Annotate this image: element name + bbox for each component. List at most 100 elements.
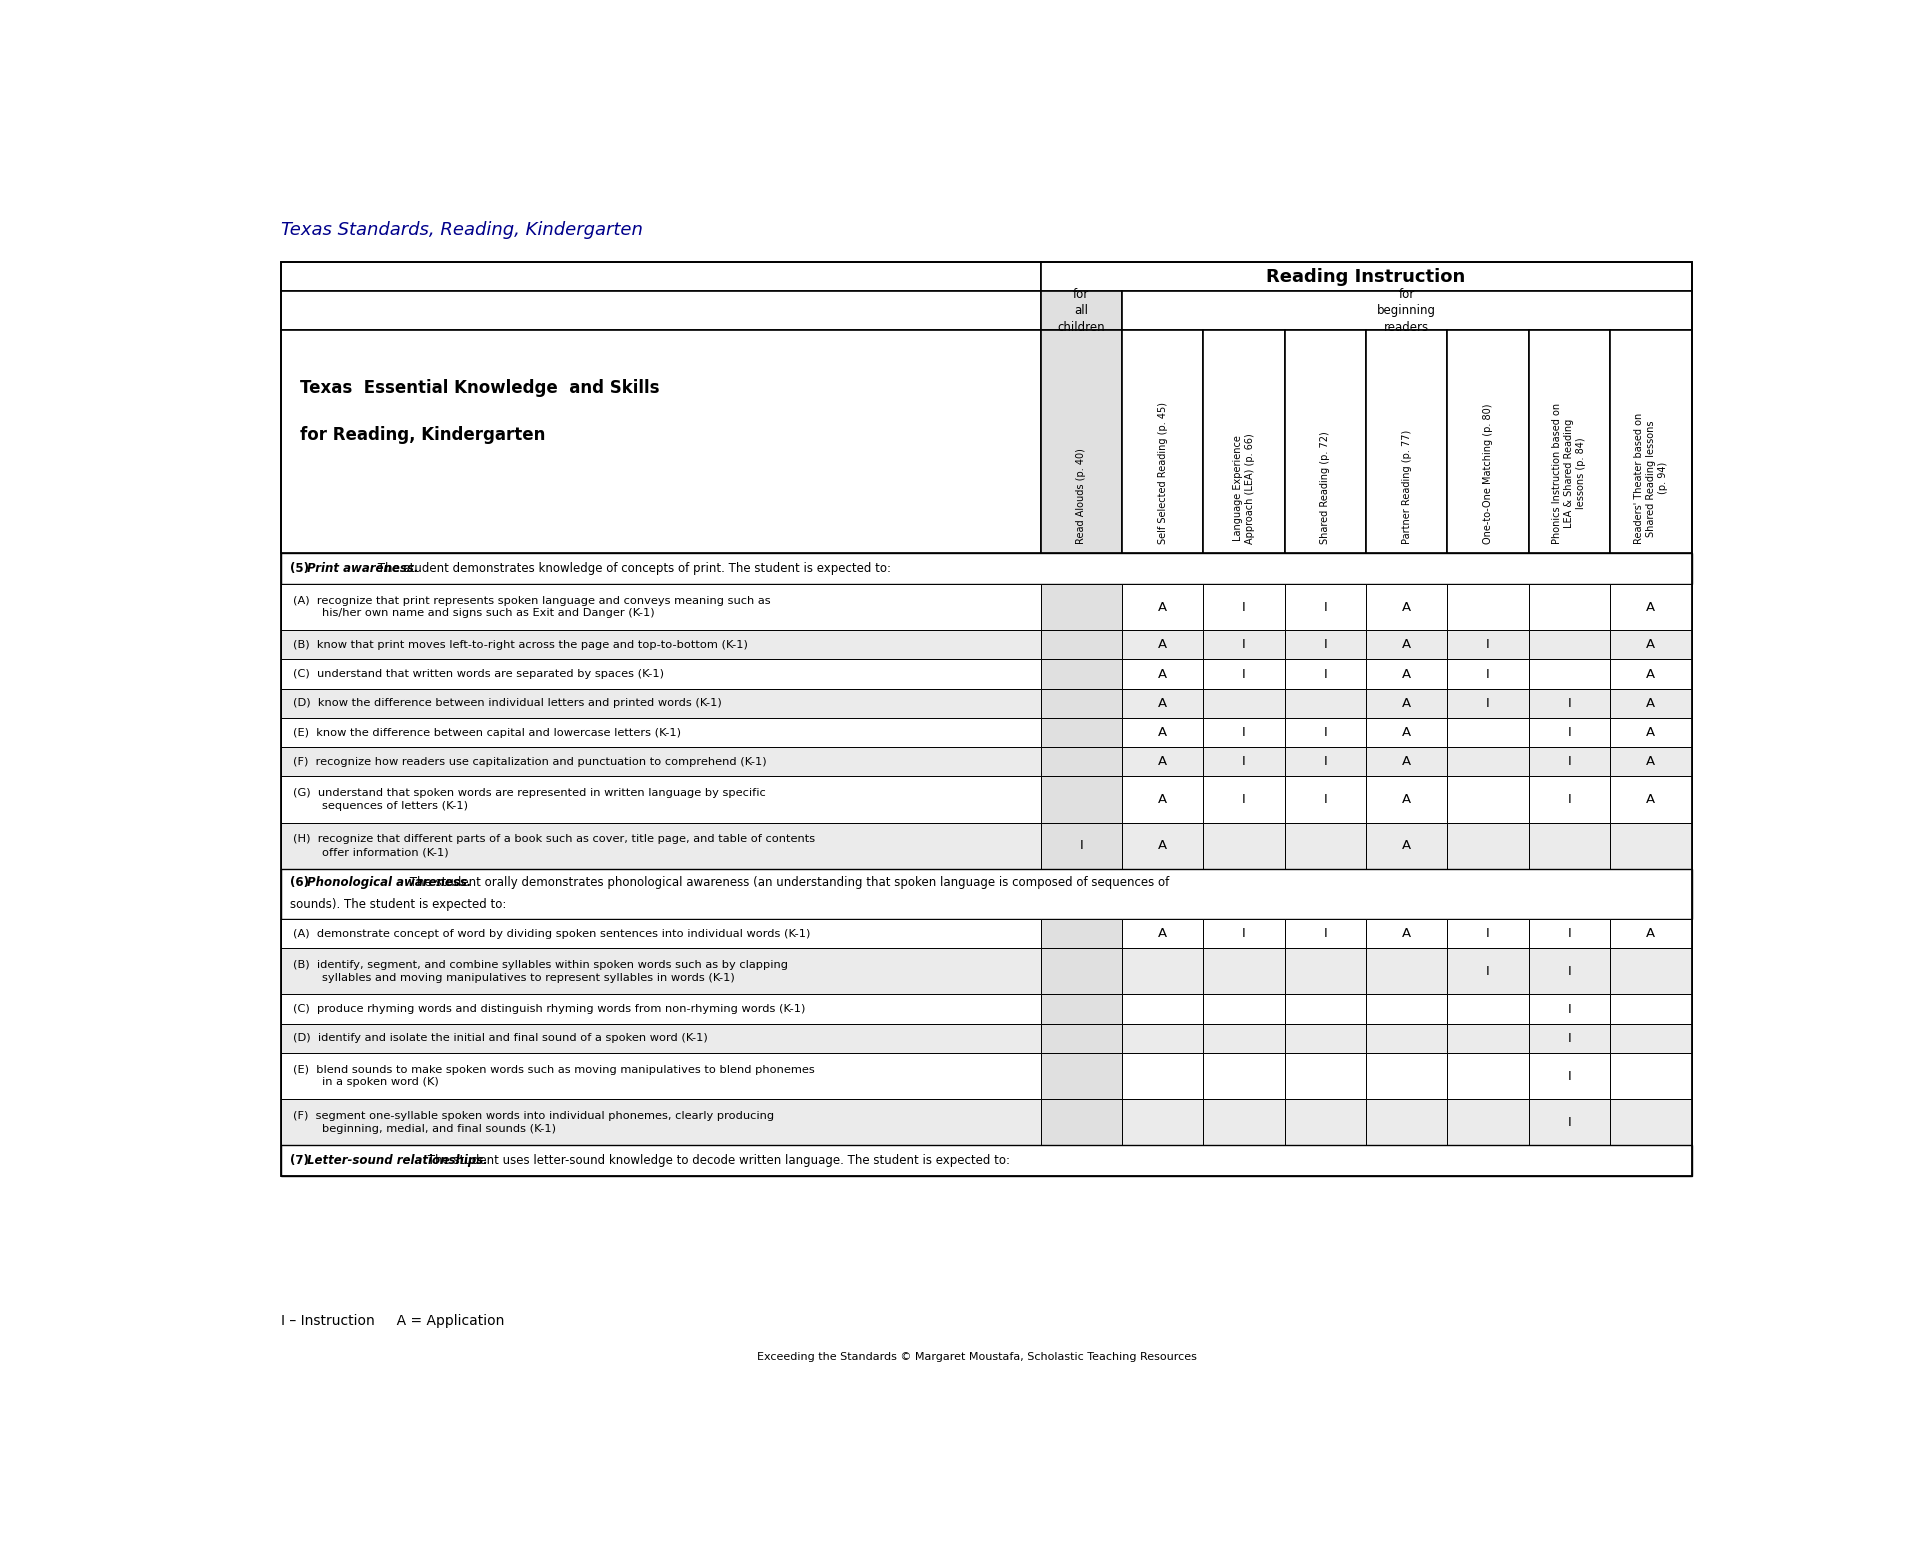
Bar <box>1365 1024 1447 1053</box>
Bar <box>1121 823 1203 869</box>
Bar <box>1447 823 1529 869</box>
Bar <box>1529 823 1610 869</box>
Text: I: I <box>1241 601 1245 613</box>
Bar <box>1041 660 1121 689</box>
Bar <box>1121 776 1203 823</box>
Text: A: A <box>1158 926 1167 940</box>
Bar <box>1529 1053 1610 1100</box>
Bar <box>1610 747 1692 776</box>
Text: A: A <box>1158 756 1167 768</box>
Bar <box>1041 994 1121 1024</box>
Text: (5): (5) <box>290 562 313 575</box>
Text: (C)  produce rhyming words and distinguish rhyming words from non-rhyming words : (C) produce rhyming words and distinguis… <box>292 1004 805 1015</box>
Text: A: A <box>1158 638 1167 651</box>
Text: A: A <box>1402 697 1411 709</box>
Bar <box>1285 630 1365 660</box>
Bar <box>1365 660 1447 689</box>
Text: I: I <box>1486 668 1489 680</box>
Text: A: A <box>1402 668 1411 680</box>
Bar <box>1529 660 1610 689</box>
Bar <box>1447 776 1529 823</box>
Bar <box>1041 630 1121 660</box>
Bar <box>1121 330 1203 553</box>
Bar <box>1365 630 1447 660</box>
Text: A: A <box>1646 601 1655 613</box>
Bar <box>1365 747 1447 776</box>
Bar <box>1041 919 1121 948</box>
Bar <box>1121 1100 1203 1145</box>
Text: A: A <box>1402 926 1411 940</box>
Bar <box>280 869 1692 919</box>
Bar <box>1121 1053 1203 1100</box>
Bar <box>1529 330 1610 553</box>
Bar <box>280 919 1041 948</box>
Bar <box>1285 823 1365 869</box>
Text: (B)  know that print moves left-to-right across the page and top-to-bottom (K-1): (B) know that print moves left-to-right … <box>292 640 748 649</box>
Text: I: I <box>1323 726 1327 739</box>
Bar <box>1203 994 1285 1024</box>
Bar <box>1447 948 1529 994</box>
Text: I: I <box>1568 1069 1571 1083</box>
Text: I: I <box>1323 793 1327 805</box>
Bar <box>1285 689 1365 717</box>
Bar <box>1041 330 1121 553</box>
Bar <box>280 823 1041 869</box>
Text: Self Selected Reading (p. 45): Self Selected Reading (p. 45) <box>1158 401 1167 544</box>
Text: The student demonstrates knowledge of concepts of print. The student is expected: The student demonstrates knowledge of co… <box>374 562 891 575</box>
Text: (G)  understand that spoken words are represented in written language by specifi: (G) understand that spoken words are rep… <box>292 788 765 812</box>
Text: I: I <box>1568 1002 1571 1016</box>
Bar <box>1121 630 1203 660</box>
Bar <box>1203 823 1285 869</box>
Text: (E)  know the difference between capital and lowercase letters (K-1): (E) know the difference between capital … <box>292 728 681 737</box>
Bar <box>1041 747 1121 776</box>
Bar <box>1365 330 1447 553</box>
Bar <box>1203 776 1285 823</box>
Text: Texas Standards, Reading, Kindergarten: Texas Standards, Reading, Kindergarten <box>280 220 643 239</box>
Text: Texas  Essential Knowledge  and Skills: Texas Essential Knowledge and Skills <box>301 380 660 398</box>
Text: I: I <box>1568 726 1571 739</box>
Bar <box>1610 1024 1692 1053</box>
Bar <box>1447 717 1529 747</box>
Text: I: I <box>1568 965 1571 977</box>
Text: I: I <box>1323 756 1327 768</box>
Bar <box>1285 330 1365 553</box>
Text: (6): (6) <box>290 877 313 889</box>
Text: A: A <box>1158 601 1167 613</box>
Bar <box>1041 948 1121 994</box>
Text: A: A <box>1158 668 1167 680</box>
Bar <box>1447 330 1529 553</box>
Text: I: I <box>1486 697 1489 709</box>
Bar <box>1610 994 1692 1024</box>
Bar <box>1447 919 1529 948</box>
Bar <box>280 747 1041 776</box>
Bar <box>1041 717 1121 747</box>
Bar <box>1529 584 1610 630</box>
Text: A: A <box>1646 793 1655 805</box>
Bar <box>1610 823 1692 869</box>
Text: The student uses letter-sound knowledge to decode written language. The student : The student uses letter-sound knowledge … <box>423 1154 1009 1168</box>
Text: A: A <box>1646 697 1655 709</box>
Bar <box>1285 747 1365 776</box>
Text: A: A <box>1402 756 1411 768</box>
Bar <box>1365 1100 1447 1145</box>
Bar <box>1365 1053 1447 1100</box>
Text: A: A <box>1402 793 1411 805</box>
Bar <box>1041 1053 1121 1100</box>
Bar <box>1041 291 1121 330</box>
Text: Print awareness.: Print awareness. <box>307 562 418 575</box>
Bar <box>1203 630 1285 660</box>
Bar <box>1447 660 1529 689</box>
Text: I: I <box>1241 756 1245 768</box>
Text: I: I <box>1323 601 1327 613</box>
Text: Letter-sound relationships.: Letter-sound relationships. <box>307 1154 488 1168</box>
Text: Phonological awareness.: Phonological awareness. <box>307 877 471 889</box>
Bar <box>1203 584 1285 630</box>
Text: I: I <box>1568 756 1571 768</box>
Bar <box>1203 689 1285 717</box>
Text: I: I <box>1323 926 1327 940</box>
Text: (F)  segment one-syllable spoken words into individual phonemes, clearly produci: (F) segment one-syllable spoken words in… <box>292 1111 774 1134</box>
Bar <box>1365 717 1447 747</box>
Bar <box>1529 776 1610 823</box>
Bar <box>1529 1100 1610 1145</box>
Bar <box>1041 262 1692 291</box>
